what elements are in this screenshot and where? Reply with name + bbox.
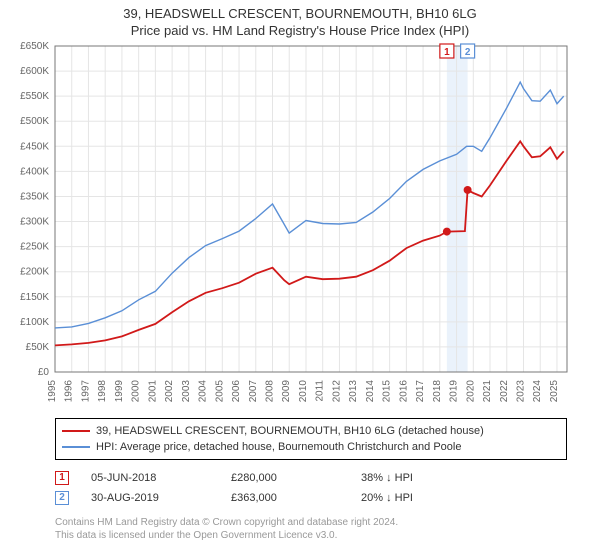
- svg-text:2020: 2020: [465, 380, 476, 403]
- svg-text:2012: 2012: [331, 380, 342, 403]
- svg-text:2025: 2025: [549, 380, 560, 403]
- svg-text:£650K: £650K: [20, 41, 49, 52]
- legend-label: HPI: Average price, detached house, Bour…: [96, 439, 461, 455]
- svg-text:2017: 2017: [415, 380, 426, 403]
- svg-text:£350K: £350K: [20, 191, 49, 202]
- svg-text:2010: 2010: [298, 380, 309, 403]
- svg-text:2000: 2000: [131, 380, 142, 403]
- svg-text:£500K: £500K: [20, 116, 49, 127]
- svg-text:2007: 2007: [248, 380, 259, 403]
- legend: 39, HEADSWELL CRESCENT, BOURNEMOUTH, BH1…: [55, 418, 567, 460]
- footer-line: Contains HM Land Registry data © Crown c…: [55, 516, 398, 529]
- marker-date: 30-AUG-2019: [91, 488, 231, 508]
- chart-title-block: 39, HEADSWELL CRESCENT, BOURNEMOUTH, BH1…: [0, 0, 600, 38]
- legend-item: HPI: Average price, detached house, Bour…: [62, 439, 560, 455]
- marker-price: £280,000: [231, 468, 361, 488]
- footer: Contains HM Land Registry data © Crown c…: [55, 516, 398, 542]
- legend-swatch: [62, 446, 90, 448]
- svg-text:£600K: £600K: [20, 66, 49, 77]
- svg-text:£450K: £450K: [20, 141, 49, 152]
- chart-area: £0 £50K £100K £150K £200K £250K £300K £350K £400…: [0, 40, 600, 410]
- svg-text:2005: 2005: [214, 380, 225, 403]
- svg-text:2021: 2021: [482, 380, 493, 403]
- marker-date: 05-JUN-2018: [91, 468, 231, 488]
- footer-line: This data is licensed under the Open Gov…: [55, 529, 398, 542]
- svg-text:2013: 2013: [348, 380, 359, 403]
- svg-text:1997: 1997: [80, 380, 91, 403]
- marker-number-box: 1: [55, 471, 69, 485]
- svg-text:2003: 2003: [181, 380, 192, 403]
- legend-swatch: [62, 430, 90, 432]
- marker-row: 2 30-AUG-2019 £363,000 20% ↓ HPI: [55, 488, 567, 508]
- svg-text:£250K: £250K: [20, 242, 49, 253]
- legend-label: 39, HEADSWELL CRESCENT, BOURNEMOUTH, BH1…: [96, 423, 484, 439]
- marker-pct: 38% ↓ HPI: [361, 468, 481, 488]
- marker-number: 2: [59, 488, 65, 508]
- svg-text:2018: 2018: [432, 380, 443, 403]
- chart-subtitle: Price paid vs. HM Land Registry's House …: [0, 23, 600, 38]
- svg-text:2023: 2023: [515, 380, 526, 403]
- chart-title: 39, HEADSWELL CRESCENT, BOURNEMOUTH, BH1…: [0, 6, 600, 21]
- svg-text:1: 1: [444, 47, 450, 58]
- svg-text:£100K: £100K: [20, 317, 49, 328]
- svg-text:2019: 2019: [449, 380, 460, 403]
- svg-text:£150K: £150K: [20, 292, 49, 303]
- svg-text:2: 2: [465, 47, 471, 58]
- svg-text:2004: 2004: [198, 380, 209, 403]
- svg-text:2009: 2009: [281, 380, 292, 403]
- svg-text:2024: 2024: [532, 380, 543, 403]
- svg-text:2002: 2002: [164, 380, 175, 403]
- svg-text:£0: £0: [38, 367, 50, 378]
- svg-text:1999: 1999: [114, 380, 125, 403]
- svg-text:2011: 2011: [315, 380, 326, 402]
- svg-text:1998: 1998: [97, 380, 108, 403]
- svg-text:1995: 1995: [47, 380, 58, 403]
- legend-item: 39, HEADSWELL CRESCENT, BOURNEMOUTH, BH1…: [62, 423, 560, 439]
- svg-text:2022: 2022: [499, 380, 510, 403]
- marker-price: £363,000: [231, 488, 361, 508]
- svg-text:£50K: £50K: [26, 342, 50, 353]
- svg-text:£550K: £550K: [20, 91, 49, 102]
- svg-text:£400K: £400K: [20, 166, 49, 177]
- svg-text:1996: 1996: [64, 380, 75, 403]
- svg-text:2006: 2006: [231, 380, 242, 403]
- svg-text:2015: 2015: [382, 380, 393, 403]
- svg-text:£200K: £200K: [20, 267, 49, 278]
- svg-text:2001: 2001: [147, 380, 158, 403]
- svg-text:2014: 2014: [365, 380, 376, 403]
- svg-text:2016: 2016: [398, 380, 409, 403]
- svg-text:£300K: £300K: [20, 217, 49, 228]
- marker-table: 1 05-JUN-2018 £280,000 38% ↓ HPI 2 30-AU…: [55, 468, 567, 508]
- chart-svg: £0 £50K £100K £150K £200K £250K £300K £350K £400…: [0, 40, 600, 410]
- marker-row: 1 05-JUN-2018 £280,000 38% ↓ HPI: [55, 468, 567, 488]
- marker-number: 1: [59, 468, 65, 488]
- marker-number-box: 2: [55, 491, 69, 505]
- marker-pct: 20% ↓ HPI: [361, 488, 481, 508]
- svg-text:2008: 2008: [265, 380, 276, 403]
